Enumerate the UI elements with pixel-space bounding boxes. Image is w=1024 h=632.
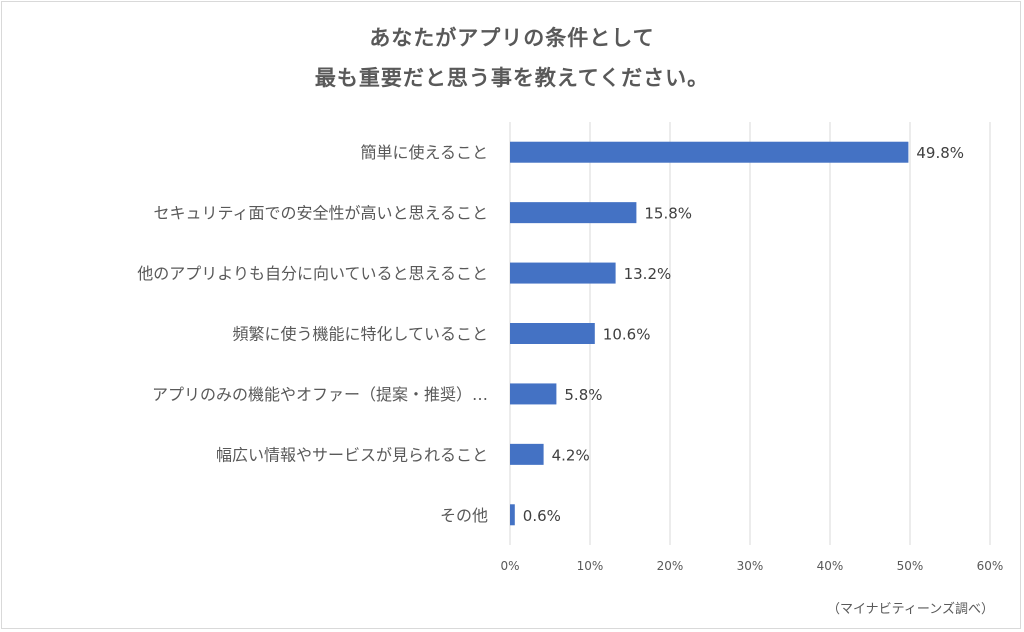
- category-label: 他のアプリよりも自分に向いていると思えること: [137, 264, 488, 283]
- chart-title-line-2: 最も重要だと思う事を教えてください。: [314, 66, 710, 90]
- x-tick-label: 40%: [817, 559, 844, 573]
- x-tick-label: 10%: [577, 559, 604, 573]
- chart-title-line-1: あなたがアプリの条件として: [369, 26, 655, 50]
- bar: [510, 262, 616, 284]
- category-label: 簡単に使えること: [360, 143, 488, 162]
- category-label: 頻繁に使う機能に特化していること: [232, 325, 488, 344]
- bars: [510, 141, 909, 526]
- data-label: 4.2%: [552, 446, 590, 464]
- x-tick-label: 20%: [657, 559, 684, 573]
- bar: [510, 383, 557, 405]
- data-label: 5.8%: [564, 386, 602, 404]
- category-label: アプリのみの機能やオファー（提案・推奨）…: [152, 385, 488, 404]
- data-label: 10.6%: [603, 326, 651, 344]
- bar: [510, 202, 637, 224]
- data-label: 49.8%: [916, 144, 964, 162]
- data-label: 15.8%: [644, 205, 692, 223]
- bar: [510, 504, 515, 526]
- x-tick-label: 60%: [977, 559, 1004, 573]
- gridlines: [509, 122, 991, 545]
- category-label: その他: [440, 506, 488, 525]
- labels: 0% 10% 20% 30% 40% 50% 60% 簡単に使えること 49.8% セキュリティ面…: [137, 143, 1003, 573]
- x-tick-label: 30%: [737, 559, 764, 573]
- x-tick-label: 0%: [500, 559, 519, 573]
- bar: [510, 323, 595, 344]
- category-label: 幅広い情報やサービスが見られること: [216, 445, 488, 464]
- data-label: 13.2%: [624, 265, 672, 283]
- bar: [510, 443, 544, 465]
- bar: [510, 141, 909, 163]
- x-tick-label: 50%: [897, 559, 924, 573]
- data-label: 0.6%: [523, 507, 561, 525]
- source-note: （マイナビティーンズ調べ）: [826, 602, 994, 617]
- category-label: セキュリティ面での安全性が高いと思えること: [153, 204, 488, 223]
